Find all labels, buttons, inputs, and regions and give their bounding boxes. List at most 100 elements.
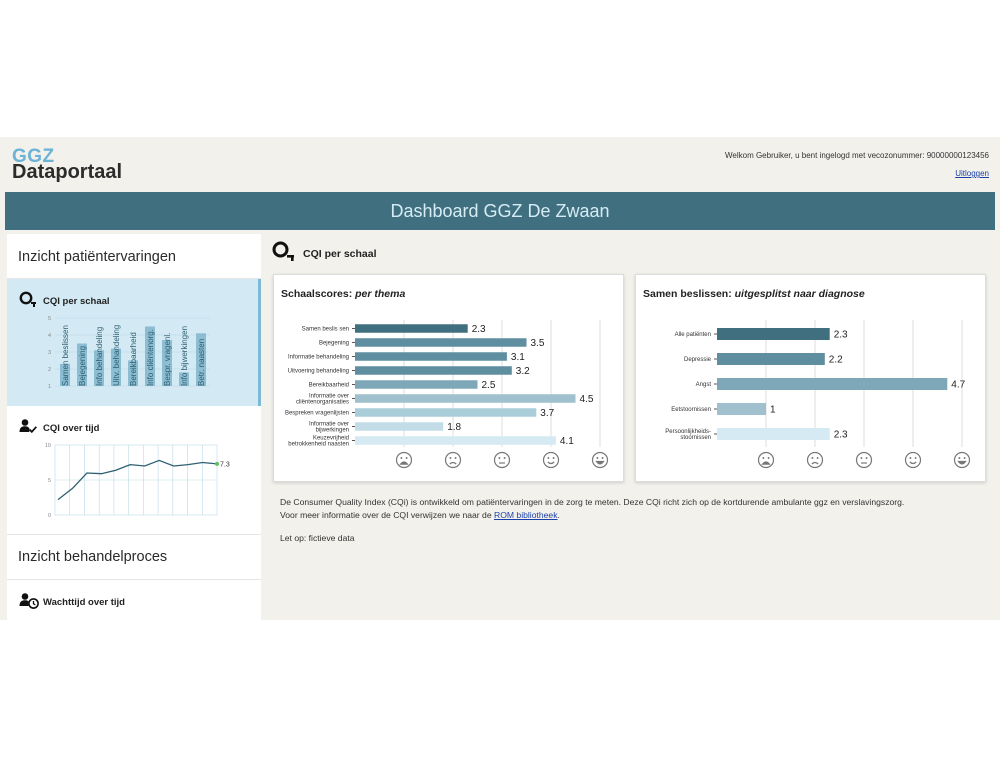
very-sad-face-icon <box>395 451 413 469</box>
face-eye <box>552 457 555 459</box>
face-mouth <box>909 461 917 465</box>
sidebar-card-wachttijd[interactable]: Wachttijd over tijd <box>7 580 261 620</box>
y-tick-label: 1 <box>48 384 51 390</box>
face-eye <box>547 457 550 459</box>
data-label: 2.5 <box>482 380 496 391</box>
chart-panel-schaalscores: Schaalscores: per thema Samen beslis sen… <box>273 274 624 482</box>
y-tick-label-line: Persoonlijkheids- <box>665 429 711 435</box>
card-title: CQI over tijd <box>43 423 100 434</box>
welcome-text: Welkom Gebruiker, u bent ingelogd met ve… <box>724 151 989 160</box>
y-tick-label: Samen beslis sen <box>302 327 349 333</box>
fictive-data-note: Let op: fictieve data <box>280 533 355 543</box>
face-eye <box>405 457 408 459</box>
logout-link[interactable]: Uitloggen <box>955 169 989 178</box>
y-tick-label: Alle patiënten <box>675 332 711 338</box>
face-outline <box>855 451 873 469</box>
sidebar-card-cqi-per-schaal[interactable]: CQI per schaal 5 4 3 2 1 Samen beslissen Bejeg… <box>7 279 261 406</box>
mini-bar <box>111 348 121 386</box>
face-eye <box>860 457 863 459</box>
y-tick-label: Uitvoering behandeling <box>288 369 349 375</box>
mini-bar <box>145 326 155 386</box>
panel-title: Schaalscores: per thema <box>281 288 405 300</box>
bar <box>717 403 766 415</box>
logo-ggz[interactable]: GGZ <box>12 146 55 167</box>
data-label: 4.5 <box>580 394 594 405</box>
divider <box>7 278 261 279</box>
y-tick-label: 4 <box>48 333 51 339</box>
mini-bar <box>94 350 104 386</box>
face-eye <box>816 457 819 459</box>
bar <box>355 422 444 431</box>
sidebar-card-cqi-over-tijd[interactable]: CQI over tijd 10 5 0 7.3 <box>7 406 261 534</box>
info-line-2-end: . <box>557 510 560 520</box>
face-eye <box>503 457 506 459</box>
data-label: 1 <box>770 405 776 416</box>
user-clock-icon <box>19 593 39 609</box>
mini-bar-label: Bejegening <box>78 346 87 386</box>
info-text: De Consumer Quality Index (CQi) is ontwi… <box>280 496 980 522</box>
sad-face-icon <box>806 451 824 469</box>
mini-bar <box>162 340 172 386</box>
y-tick-label: Informatie over bijwerkingen <box>309 421 349 433</box>
divider <box>7 534 261 535</box>
face-eye <box>914 457 917 459</box>
y-tick-label-line: Keuzevrijheid <box>313 435 349 441</box>
data-label: 1.8 <box>447 422 461 433</box>
bar <box>355 352 507 361</box>
y-tick-label-line: betrokkenheid naasten <box>288 442 349 448</box>
face-outline <box>757 451 775 469</box>
logo-dataportaal[interactable]: Dataportaal <box>12 161 123 183</box>
mini-bar-chart: 5 4 3 2 1 Samen beslissen Bejegening Info behan… <box>48 316 210 390</box>
face-eye <box>762 457 765 459</box>
bar <box>355 324 468 333</box>
main-content: CQI per schaal Schaalscores: per thema S… <box>261 234 1000 620</box>
mini-bar <box>128 360 138 386</box>
bar <box>355 408 537 417</box>
mini-bar <box>77 343 87 386</box>
mini-bar-label: Uitv. behandeling <box>112 325 121 386</box>
bar-chart-schaalscores: Samen beslis sen 2.3 Bejegening 3.5 Informat… <box>285 320 609 469</box>
face-mouth <box>761 461 771 465</box>
last-value-label: 7.3 <box>220 461 230 468</box>
bar <box>355 436 556 445</box>
mini-bar-label: Info bijwerkingen <box>180 326 189 386</box>
data-label: 2.3 <box>834 430 848 441</box>
face-mouth <box>449 461 457 465</box>
mini-bar-label: Info cliëntenorg. <box>146 329 155 386</box>
y-tick-label: Persoonlijkheids-stoornissen <box>665 429 711 441</box>
very-happy-face-icon <box>591 451 609 469</box>
y-tick-label: 2 <box>48 367 51 373</box>
y-tick-label-line: Informatie over <box>309 421 349 427</box>
rom-bibliotheek-link[interactable]: ROM bibliotheek <box>493 510 558 520</box>
dashboard-banner: Dashboard GGZ De Zwaan <box>5 192 995 230</box>
y-tick-label: Bejegening <box>319 341 349 347</box>
y-tick-label: Angst <box>696 382 712 388</box>
mini-bar <box>196 333 206 386</box>
top-bar: GGZ Dataportaal Welkom Gebruiker, u bent… <box>0 137 1000 193</box>
y-tick-label: 10 <box>45 443 51 449</box>
y-tick-label: Depressie <box>684 357 712 363</box>
y-tick-label: Eetstoornissen <box>671 407 711 413</box>
face-eye <box>596 457 599 459</box>
face-eye <box>963 457 966 459</box>
panel-title: Samen beslissen: uitgesplitst naar diagn… <box>643 288 865 300</box>
trend-line <box>57 459 218 501</box>
info-line-1: De Consumer Quality Index (CQi) is ontwi… <box>280 497 905 507</box>
bar <box>355 366 512 375</box>
bar <box>717 353 825 365</box>
last-point-marker <box>215 461 219 466</box>
y-tick-label: Informatie behandeling <box>288 355 349 361</box>
neutral-face-icon <box>855 451 873 469</box>
mini-bar-label: Betr. naasten <box>197 339 206 386</box>
panel-title-emphasis: per thema <box>355 288 406 300</box>
neutral-face-icon <box>493 451 511 469</box>
bar <box>717 328 830 340</box>
section-title-patientervaringen: Inzicht patiëntervaringen <box>18 249 176 265</box>
mini-bar-label: Info behandeling <box>95 327 104 386</box>
face-mouth <box>811 461 819 465</box>
card-title: CQI per schaal <box>43 296 110 307</box>
happy-face-icon <box>542 451 560 469</box>
y-tick-label: 3 <box>48 350 51 356</box>
bar <box>355 338 527 347</box>
face-outline <box>591 451 609 469</box>
